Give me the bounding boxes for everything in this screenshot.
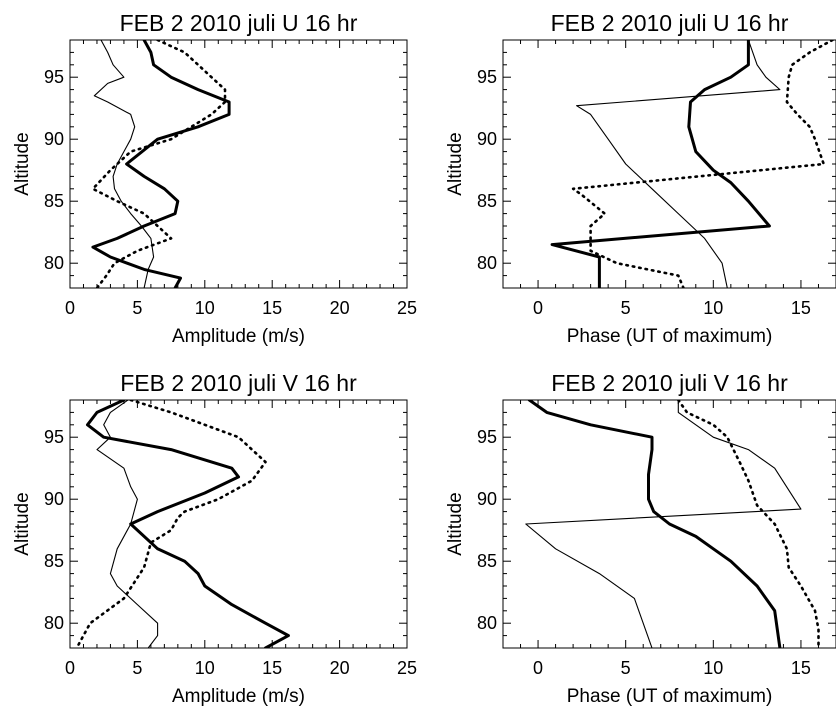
y-tick-label: 80 <box>477 253 497 273</box>
x-axis-label: Phase (UT of maximum) <box>567 326 773 347</box>
series-line-dotted <box>91 40 227 288</box>
y-tick-label: 95 <box>44 67 64 87</box>
series-line-dotted <box>571 40 834 288</box>
y-tick-label: 90 <box>44 129 64 149</box>
y-tick-label: 80 <box>44 613 64 633</box>
series-group <box>525 400 820 648</box>
plot-frame <box>69 39 408 289</box>
chart-title: FEB 2 2010 juli U 16 hr <box>120 10 358 36</box>
x-tick-label: 15 <box>262 658 282 678</box>
y-tick-label: 85 <box>477 191 497 211</box>
series-line-thin <box>93 40 155 288</box>
x-tick-label: 5 <box>621 298 631 318</box>
y-tick-label: 90 <box>44 489 64 509</box>
y-tick-label: 80 <box>477 613 497 633</box>
y-tick-label: 85 <box>44 191 64 211</box>
y-axis-label: Altitude <box>12 492 33 555</box>
panel-u-phase: FEB 2 2010 juli U 16 hr 0 5 10 15 80 85 90 95 Pha… <box>445 10 836 347</box>
y-tick-label: 90 <box>477 489 497 509</box>
series-line-thick <box>91 40 231 288</box>
series-group <box>550 40 834 288</box>
x-tick-label: 10 <box>195 298 215 318</box>
x-tick-label: 5 <box>132 298 142 318</box>
x-tick-label: 0 <box>533 298 543 318</box>
x-tick-label: 15 <box>262 298 282 318</box>
y-axis-label: Altitude <box>12 132 33 195</box>
x-axis-label: Amplitude (m/s) <box>172 326 305 347</box>
x-tick-label: 5 <box>132 658 142 678</box>
y-tick-label: 95 <box>477 427 497 447</box>
y-tick-label: 85 <box>477 551 497 571</box>
series-line-thin <box>525 400 802 648</box>
series-line-thick <box>527 400 782 648</box>
x-tick-label: 0 <box>65 298 75 318</box>
x-axis-label: Amplitude (m/s) <box>172 686 305 707</box>
series-line-dotted <box>75 400 267 648</box>
series-group <box>75 400 290 648</box>
series-line-thin <box>576 40 781 288</box>
x-tick-label: 10 <box>703 298 723 318</box>
y-tick-label: 80 <box>44 253 64 273</box>
x-tick-label: 10 <box>195 658 215 678</box>
panel-v-amplitude: FEB 2 2010 juli V 16 hr 0 5 10 15 20 25 80 85 90 9… <box>12 370 417 707</box>
series-line-thick <box>86 400 290 648</box>
series-line-thick <box>550 40 771 288</box>
x-tick-label: 25 <box>397 298 417 318</box>
chart-title: FEB 2 2010 juli V 16 hr <box>551 370 788 396</box>
y-axis-label: Altitude <box>445 132 466 195</box>
chart-title: FEB 2 2010 juli V 16 hr <box>120 370 357 396</box>
y-tick-label: 90 <box>477 129 497 149</box>
y-axis-label: Altitude <box>445 492 466 555</box>
x-axis-label: Phase (UT of maximum) <box>567 686 773 707</box>
plot-frame <box>69 399 408 649</box>
x-tick-label: 20 <box>330 658 350 678</box>
x-tick-label: 15 <box>791 658 811 678</box>
series-line-dotted <box>676 400 820 648</box>
panel-v-phase: FEB 2 2010 juli V 16 hr 0 5 10 15 80 85 90 95 Pha… <box>445 370 836 707</box>
x-tick-label: 20 <box>330 298 350 318</box>
x-tick-label: 15 <box>791 298 811 318</box>
chart-title: FEB 2 2010 juli U 16 hr <box>551 10 789 36</box>
series-group <box>91 40 231 288</box>
plot-frame <box>502 39 836 289</box>
x-tick-label: 5 <box>621 658 631 678</box>
y-tick-label: 95 <box>477 67 497 87</box>
x-tick-label: 0 <box>533 658 543 678</box>
x-tick-label: 25 <box>397 658 417 678</box>
x-tick-label: 10 <box>703 658 723 678</box>
y-tick-label: 95 <box>44 427 64 447</box>
y-tick-label: 85 <box>44 551 64 571</box>
series-line-thin <box>96 400 159 648</box>
x-tick-label: 0 <box>65 658 75 678</box>
panel-u-amplitude: FEB 2 2010 juli U 16 hr 0 5 10 15 20 25 80 85 90 9… <box>12 10 417 347</box>
